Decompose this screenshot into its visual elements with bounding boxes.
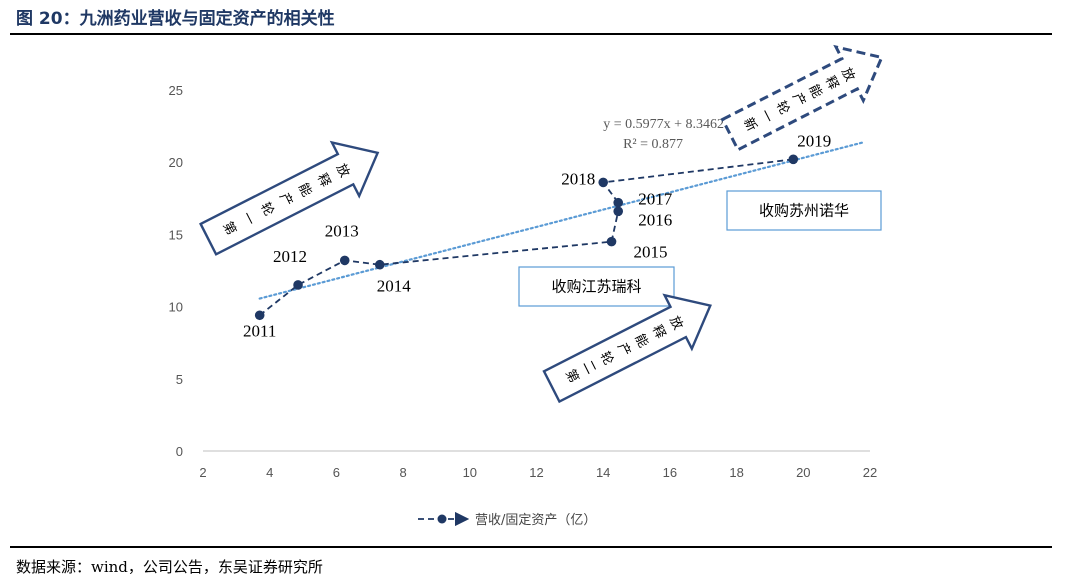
data-point: [339, 255, 350, 266]
top-rule: [10, 33, 1052, 35]
annotation-box-suzhou: 收购苏州诺华: [759, 202, 849, 220]
trendline-layer: y = 0.5977x + 8.3462 R² = 0.877: [258, 117, 865, 300]
y-tick-label: 25: [169, 83, 183, 98]
data-point: [374, 259, 385, 270]
arrow-second-release-char: 能: [631, 332, 650, 350]
trendline: [258, 141, 865, 300]
arrow-new-release-outline: [720, 44, 884, 152]
data-point: [788, 154, 799, 165]
x-tick-label: 14: [596, 465, 610, 480]
point-label: 2016: [638, 210, 672, 229]
legend-marker: [437, 514, 447, 524]
y-tick-label: 0: [176, 444, 183, 459]
data-point: [613, 206, 624, 217]
y-tick-label: 10: [169, 300, 183, 315]
x-tick-label: 18: [729, 465, 743, 480]
arrow-new-release-char: 新: [740, 115, 760, 134]
trendline-r2: R² = 0.877: [623, 137, 683, 152]
y-tick-label: 15: [169, 227, 183, 242]
arrow-first-release-char: 轮: [257, 200, 276, 218]
data-point: [598, 177, 608, 188]
arrow-first-release-char: 一: [238, 210, 257, 228]
trendline-equation: y = 0.5977x + 8.3462: [603, 117, 724, 132]
x-tick-label: 20: [796, 465, 810, 480]
arrow-second-release-char: 轮: [597, 349, 616, 367]
point-label: 2019: [797, 131, 831, 150]
arrow-first-release-char: 第: [219, 219, 238, 237]
annotation-box-jiangsu-frame: [518, 266, 675, 307]
annotation-box-suzhou-frame: [726, 190, 882, 231]
legend-layer: 营收/固定资产（亿）: [418, 511, 596, 528]
data-point: [606, 236, 617, 247]
arrow-first-release-char: 释: [314, 171, 333, 189]
data-point: [293, 280, 303, 290]
x-tick-label: 2: [199, 465, 206, 480]
x-tick-label: 22: [863, 465, 877, 480]
x-tick-label: 16: [663, 465, 677, 480]
chart: 2 4 6 8 10 12 14 16 18 20 22 0 5 10 15 20 25 y = 0.5977x…: [169, 44, 884, 528]
arrow-second-release-char: 第: [562, 367, 581, 385]
arrow-new-release-char: 一: [756, 107, 775, 125]
arrow-second-release-char: 二: [579, 358, 598, 376]
arrow-new-release-char: 放: [838, 66, 857, 84]
legend-label: 营收/固定资产（亿）: [475, 513, 596, 528]
x-tick-label: 4: [266, 465, 273, 480]
arrow-new-release-char: 能: [805, 82, 824, 100]
point-label: 2017: [638, 190, 673, 209]
annotation-box-jiangsu: 收购江苏瑞科: [551, 278, 641, 296]
arrow-first-release-char: 能: [295, 181, 314, 199]
bottom-rule: [10, 546, 1052, 548]
point-label: 2011: [243, 321, 276, 340]
point-label: 2012: [273, 247, 307, 266]
arrow-first-release-outline: [199, 140, 380, 256]
arrow-new-release-char: 释: [822, 74, 841, 92]
series-layer: [254, 154, 799, 321]
y-tick-label: 20: [169, 155, 183, 170]
point-label: 2015: [634, 243, 668, 262]
arrow-second-release-char: 产: [614, 341, 633, 359]
source-note: 数据来源：wind，公司公告，东吴证券研究所: [16, 558, 323, 576]
arrow-second-release-outline: [542, 293, 712, 404]
point-label: 2014: [377, 277, 412, 296]
figure-title: 图 20：九洲药业营收与固定资产的相关性: [16, 9, 335, 29]
arrow-second-release-char: 释: [649, 323, 668, 341]
arrow-new-release-char: 轮: [773, 99, 792, 117]
x-tick-label: 6: [333, 465, 340, 480]
arrow-first-release-char: 产: [276, 191, 295, 209]
axes-layer: 2 4 6 8 10 12 14 16 18 20 22 0 5 10 15 20 25: [169, 83, 878, 480]
x-tick-label: 12: [529, 465, 543, 480]
point-label: 2013: [325, 221, 359, 240]
x-tick-label: 10: [463, 465, 477, 480]
data-point: [254, 310, 265, 321]
arrow-new-release-char: 产: [789, 91, 808, 109]
data-point: [613, 197, 624, 208]
arrow-second-release-char: 放: [666, 314, 685, 332]
y-tick-label: 5: [176, 372, 183, 387]
arrow-first-release-char: 放: [333, 162, 352, 180]
x-tick-label: 8: [399, 465, 406, 480]
point-label: 2018: [561, 169, 595, 188]
